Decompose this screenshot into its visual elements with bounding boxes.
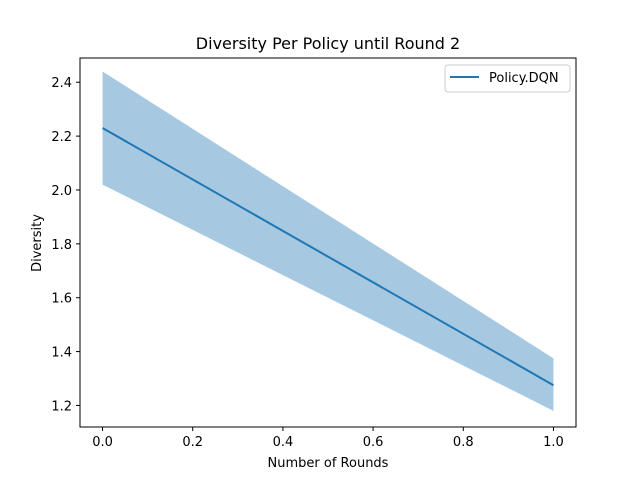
y-tick-label: 1.4	[51, 346, 72, 361]
y-tick-label: 1.8	[51, 238, 72, 253]
chart-title: Diversity Per Policy until Round 2	[196, 34, 460, 53]
x-tick-label: 0.0	[92, 435, 113, 450]
legend-label-policy-dqn: Policy.DQN	[489, 71, 559, 86]
x-tick-label: 1.0	[543, 435, 564, 450]
plot-area	[102, 71, 554, 411]
y-tick-label: 2.0	[51, 184, 72, 199]
legend: Policy.DQN	[444, 64, 571, 93]
x-tick-label: 0.6	[363, 435, 384, 450]
y-tick-label: 2.2	[51, 130, 72, 145]
x-axis-ticks: 0.0 0.2 0.4 0.6 0.8 1.0	[92, 427, 564, 450]
axes-frame	[79, 57, 577, 428]
y-axis-label: Diversity	[30, 214, 45, 272]
series-line-0	[102, 127, 554, 387]
x-axis-label: Number of Rounds	[268, 456, 389, 471]
y-tick-label: 2.4	[51, 76, 72, 91]
x-tick-label: 0.8	[453, 435, 474, 450]
legend-box	[444, 64, 571, 93]
y-tick-label: 1.2	[51, 399, 72, 414]
x-tick-label: 0.2	[182, 435, 203, 450]
confidence-band-0	[102, 71, 554, 411]
y-tick-label: 1.6	[51, 292, 72, 307]
x-tick-label: 0.4	[273, 435, 294, 450]
y-axis-ticks: 1.2 1.4 1.6 1.8 2.0 2.2 2.4	[51, 76, 80, 414]
